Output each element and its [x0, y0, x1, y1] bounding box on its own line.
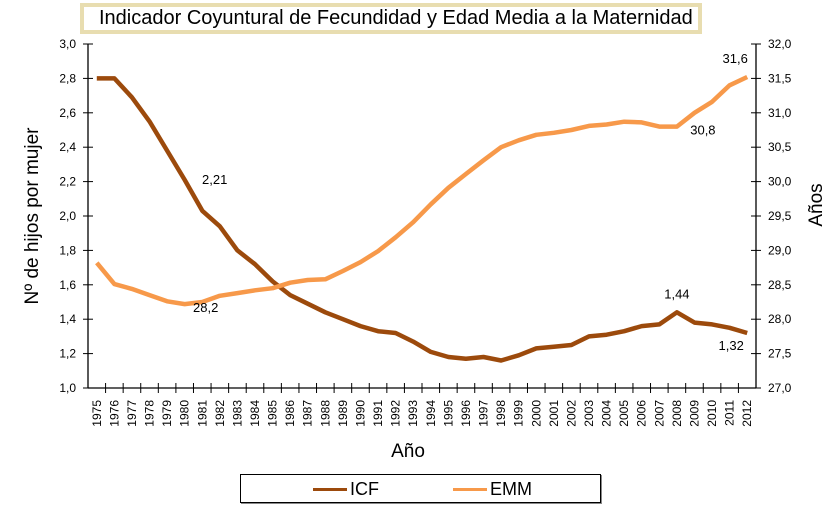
x-tick-label: 2012: [740, 400, 754, 427]
y-tick-label-right: 30,5: [768, 140, 792, 154]
x-tick-label: 1999: [512, 400, 526, 427]
y-axis-left-title: Nº de hijos por mujer: [22, 127, 43, 305]
chart-title-box: Indicador Coyuntural de Fecundidad y Eda…: [80, 3, 702, 34]
x-tick-label: 1995: [441, 400, 455, 427]
y-tick-label-right: 31,0: [768, 106, 792, 120]
x-tick-label: 1982: [213, 400, 227, 427]
legend-swatch-icf: [313, 487, 347, 491]
y-tick-label-left: 2,0: [59, 209, 76, 223]
x-tick-label: 1994: [424, 400, 438, 427]
y-tick-label-left: 1,8: [59, 243, 76, 257]
y-tick-label-left: 3,0: [59, 37, 76, 51]
x-tick-label: 2003: [582, 400, 596, 427]
x-tick-label: 1998: [494, 400, 508, 427]
x-tick-label: 1975: [90, 400, 104, 427]
x-tick-label: 1993: [406, 400, 420, 427]
data-label-icf-2012: 1,32: [719, 338, 744, 353]
series-line-emm: [95, 74, 749, 307]
x-tick-label: 2004: [600, 400, 614, 427]
legend-item-icf: ICF: [313, 479, 379, 499]
x-tick-label: 1977: [125, 400, 139, 427]
y-tick-label-left: 1,4: [59, 312, 76, 326]
data-label-emm-2008: 30,8: [690, 123, 715, 138]
y-tick-label-right: 32,0: [768, 37, 792, 51]
legend-swatch-emm: [453, 487, 487, 491]
x-tick-label: 1991: [371, 400, 385, 427]
axes: 1,0 1,2 1,4 1,6 1,8 2,0 2,2 2,4 2,6 2,8 3,0 27,0 27,…: [59, 37, 791, 427]
legend-item-emm: EMM: [453, 479, 532, 499]
y-tick-label-right: 27,0: [768, 381, 792, 395]
y-tick-label-left: 1,2: [59, 347, 76, 361]
x-tick-label: 2005: [617, 400, 631, 427]
y-tick-label-left: 2,4: [59, 140, 76, 154]
x-tick-label: 1992: [389, 400, 403, 427]
y-tick-label-right: 29,0: [768, 243, 792, 257]
x-tick-label: 1996: [459, 400, 473, 427]
data-label-emm-1980: 28,2: [193, 300, 218, 315]
data-label-icf-2008: 1,44: [664, 286, 689, 301]
y-tick-label-left: 2,2: [59, 175, 76, 189]
y-tick-label-left: 1,6: [59, 278, 76, 292]
legend: ICF EMM: [240, 474, 601, 503]
x-tick-label: 1976: [107, 400, 121, 427]
series-lines: [95, 74, 749, 363]
x-tick-label: 1984: [248, 400, 262, 427]
x-tick-label: 2002: [564, 400, 578, 427]
y-tick-label-right: 28,5: [768, 278, 792, 292]
x-tick-label: 1980: [178, 400, 192, 427]
y-tick-label-right: 28,0: [768, 312, 792, 326]
x-tick-label: 2006: [635, 400, 649, 427]
data-labels: 2,21 1,44 1,32 28,2 30,8 31,6: [193, 51, 748, 353]
legend-label-icf: ICF: [350, 479, 379, 499]
x-tick-label: 2000: [529, 400, 543, 427]
x-tick-label: 1988: [318, 400, 332, 427]
x-tick-label: 1987: [301, 400, 315, 427]
y-tick-label-right: 27,5: [768, 347, 792, 361]
x-tick-label: 2008: [670, 400, 684, 427]
data-label-icf-1980: 2,21: [202, 172, 227, 187]
x-tick-label: 2010: [705, 400, 719, 427]
y-tick-label-right: 30,0: [768, 175, 792, 189]
x-tick-label: 1981: [195, 400, 209, 427]
x-tick-label: 1979: [160, 400, 174, 427]
x-tick-label: 1978: [143, 400, 157, 427]
chart-title: Indicador Coyuntural de Fecundidad y Eda…: [99, 7, 693, 29]
x-tick-label: 1983: [230, 400, 244, 427]
y-tick-label-right: 31,5: [768, 71, 792, 85]
y-tick-label-left: 1,0: [59, 381, 76, 395]
x-tick-label: 2001: [547, 400, 561, 427]
y-tick-label-left: 2,8: [59, 71, 76, 85]
x-tick-label: 2011: [723, 400, 737, 426]
legend-label-emm: EMM: [490, 479, 532, 499]
x-tick-label: 1997: [477, 400, 491, 427]
series-line-icf: [96, 76, 748, 363]
x-tick-label: 1985: [266, 400, 280, 427]
data-label-emm-2012: 31,6: [723, 51, 748, 66]
x-tick-label: 1989: [336, 400, 350, 427]
x-tick-label: 2007: [652, 400, 666, 427]
x-tick-label: 1986: [283, 400, 297, 427]
y-tick-label-left: 2,6: [59, 106, 76, 120]
y-axis-right-title: Años: [806, 183, 827, 226]
x-tick-label: 1990: [353, 400, 367, 427]
y-tick-label-right: 29,5: [768, 209, 792, 223]
x-axis-title: Año: [391, 441, 425, 462]
x-tick-label: 2009: [687, 400, 701, 427]
